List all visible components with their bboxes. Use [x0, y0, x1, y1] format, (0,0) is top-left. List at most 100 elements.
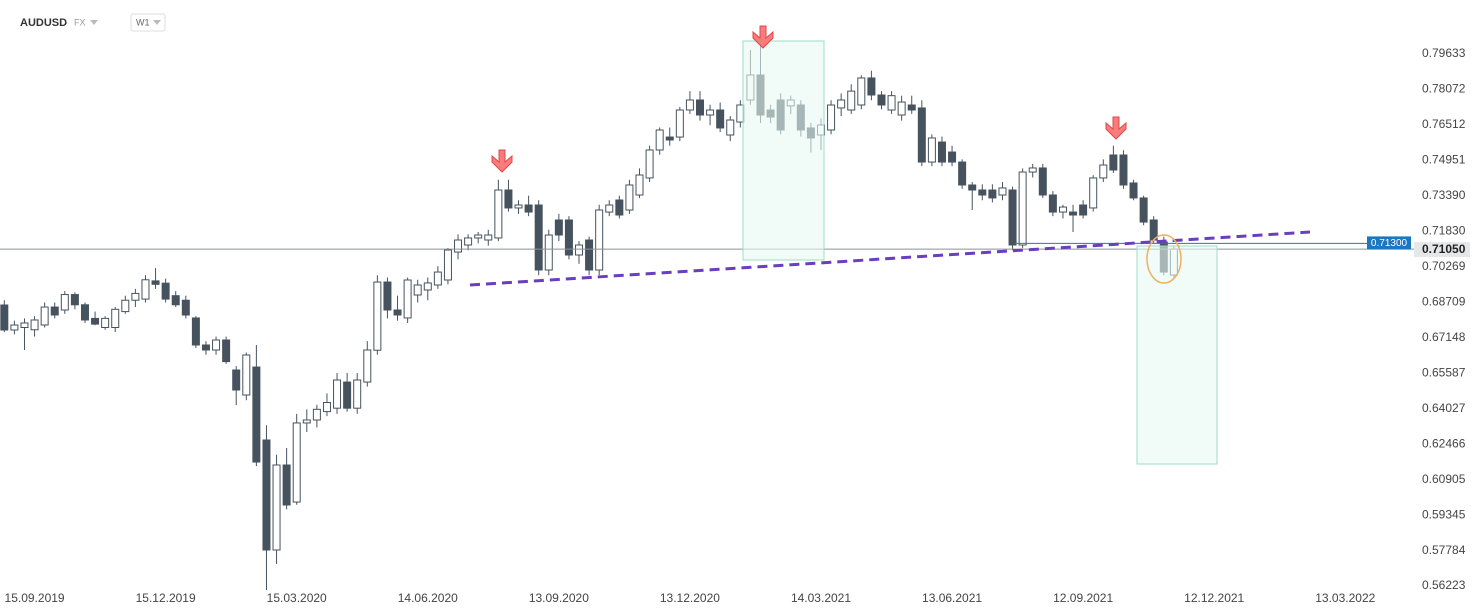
candle-body: [867, 77, 876, 96]
candle-body: [60, 294, 69, 311]
current-price-label: 0.71050: [1422, 242, 1466, 256]
symbol[interactable]: AUDUSD: [20, 17, 67, 29]
interval[interactable]: W1: [136, 17, 150, 27]
candle-body: [595, 209, 604, 271]
x-tick-label: 12.12.2021: [1184, 591, 1244, 605]
y-tick-label: 0.62466: [1422, 436, 1466, 450]
candle-body: [857, 77, 866, 106]
arrow-head: [752, 25, 774, 49]
candle-body: [252, 366, 261, 463]
y-tick-label: 0.65587: [1422, 365, 1466, 379]
candle-body: [504, 189, 513, 209]
candle-body: [1048, 194, 1057, 213]
y-tick-label: 0.76512: [1422, 117, 1466, 131]
candle-body: [927, 137, 936, 163]
interval-box[interactable]: [130, 13, 166, 32]
current-price-box: [1414, 242, 1470, 258]
annotations: [469, 25, 1311, 465]
candle-body: [272, 464, 281, 551]
candle-body: [423, 282, 432, 291]
candle-body: [1079, 204, 1088, 216]
candle-body: [333, 379, 342, 409]
candle-body: [877, 94, 886, 106]
candle-body: [433, 271, 442, 286]
candle-body: [837, 99, 846, 109]
candle-body: [10, 324, 19, 331]
candle-body: [282, 464, 291, 506]
candle-body: [403, 279, 412, 319]
candle-body: [907, 104, 916, 111]
candle-body: [897, 101, 906, 116]
candle-body: [615, 199, 624, 216]
arrow-left-shoulder: [491, 149, 513, 173]
highlight-circle: [1146, 234, 1182, 284]
candle-body: [1058, 206, 1067, 213]
candle-body: [998, 187, 1007, 196]
level-label: 0.71300: [1371, 238, 1408, 249]
x-tick-label: 12.09.2021: [1053, 591, 1113, 605]
candle-body: [1028, 167, 1037, 173]
candle-body: [978, 189, 987, 196]
candle-body: [726, 119, 735, 136]
candle-body: [958, 161, 967, 186]
candle-body: [625, 184, 634, 211]
candle-body: [1008, 189, 1017, 246]
y-tick-label: 0.68709: [1422, 294, 1466, 308]
candle-body: [181, 299, 190, 316]
candle-body: [564, 219, 573, 256]
candle-body: [494, 189, 503, 239]
y-tick-label: 0.71830: [1422, 224, 1466, 238]
candle-body: [50, 306, 59, 316]
candle-body: [454, 239, 463, 253]
y-tick-label: 0.59345: [1422, 507, 1466, 521]
candle-body: [988, 189, 997, 199]
candle-body: [242, 354, 251, 396]
y-tick-label: 0.67148: [1422, 330, 1466, 344]
candle-body: [1129, 182, 1138, 199]
candle-body: [1069, 211, 1078, 216]
candle-body: [131, 292, 140, 301]
y-tick-label: 0.79633: [1422, 46, 1466, 60]
candle-body: [353, 379, 362, 409]
candle-body: [534, 204, 543, 271]
candle-body: [544, 234, 553, 271]
x-tick-label: 15.12.2019: [136, 591, 196, 605]
candle-body: [635, 174, 644, 196]
candle-body: [554, 219, 563, 236]
candle-body: [373, 281, 382, 351]
x-tick-label: 15.03.2020: [267, 591, 327, 605]
candle-body: [383, 281, 392, 311]
x-tick-label: 14.03.2021: [791, 591, 851, 605]
candle-body: [262, 439, 271, 551]
candle-body: [222, 339, 231, 363]
candle-body: [1038, 167, 1047, 196]
candle-body: [1099, 164, 1108, 179]
candle-body: [443, 249, 452, 281]
neckline: [469, 230, 1311, 287]
candle-body: [585, 239, 594, 271]
candle-body: [464, 237, 473, 246]
candle-body: [665, 136, 674, 141]
candle-body: [968, 184, 977, 191]
candle-body: [70, 294, 79, 306]
y-tick-label: 0.70269: [1422, 259, 1466, 273]
x-tick-label: 13.06.2021: [922, 591, 982, 605]
candle-body: [101, 317, 110, 328]
candle-body: [1018, 171, 1027, 246]
candle-body: [706, 109, 715, 116]
candle-body: [948, 151, 957, 163]
y-tick-label: 0.60905: [1422, 472, 1466, 486]
candle-body: [121, 299, 130, 313]
candle-body: [30, 319, 39, 331]
market[interactable]: FX: [74, 17, 86, 27]
x-tick-label: 14.06.2020: [398, 591, 458, 605]
candle-body: [1119, 154, 1128, 186]
candle-body: [413, 284, 422, 296]
market-dropdown[interactable]: [90, 20, 98, 25]
candle-body: [292, 422, 301, 503]
candle-body: [887, 95, 896, 111]
candle-body: [605, 204, 614, 213]
candle-body: [524, 204, 533, 213]
candle-body: [514, 204, 523, 209]
candle-body: [484, 234, 493, 241]
